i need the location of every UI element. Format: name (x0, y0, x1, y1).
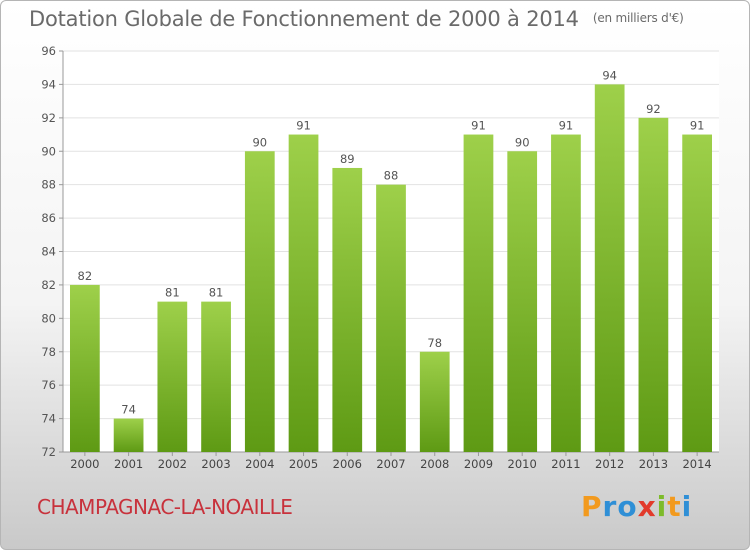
x-tick-label: 2002 (158, 457, 187, 471)
data-label: 91 (690, 119, 705, 133)
bar (419, 351, 450, 452)
x-tick-label: 2003 (201, 457, 230, 471)
x-tick-label: 2007 (376, 457, 405, 471)
bar (113, 418, 144, 452)
x-tick-label: 2012 (595, 457, 624, 471)
logo-letter: i (656, 490, 668, 523)
x-tick-label: 2006 (333, 457, 362, 471)
x-tick-label: 2009 (464, 457, 493, 471)
data-label: 90 (515, 135, 530, 149)
chart-title: Dotation Globale de Fonctionnement de 20… (29, 7, 684, 31)
y-tick-label: 76 (41, 378, 56, 392)
bar (638, 117, 669, 452)
y-tick-label: 90 (41, 144, 56, 158)
data-label: 88 (384, 169, 399, 183)
logo-letter: t (667, 490, 682, 523)
logo-letter: o (617, 490, 638, 523)
y-tick-label: 80 (41, 311, 56, 325)
y-tick-label: 88 (41, 178, 56, 192)
x-tick-label: 2008 (420, 457, 449, 471)
y-tick-label: 96 (41, 44, 56, 58)
bar (69, 284, 100, 452)
data-label: 74 (121, 403, 136, 417)
y-tick-label: 92 (41, 111, 56, 125)
bar (551, 134, 581, 452)
y-tick-label: 74 (41, 412, 56, 426)
bar (376, 184, 406, 452)
y-tick-label: 78 (41, 345, 56, 359)
data-label: 82 (78, 269, 93, 283)
logo-letter: i (681, 490, 693, 523)
chart-unit: (en milliers d'€) (592, 11, 684, 25)
data-label: 92 (646, 102, 661, 116)
commune-name: CHAMPAGNAC-LA-NOAILLE (37, 495, 293, 519)
data-label: 81 (165, 286, 180, 300)
x-tick-label: 2013 (639, 457, 668, 471)
y-tick-label: 86 (41, 211, 56, 225)
x-tick-label: 2014 (682, 457, 711, 471)
y-tick-label: 72 (41, 445, 56, 459)
bar (594, 84, 625, 453)
data-label: 94 (602, 68, 617, 82)
data-label: 91 (296, 119, 311, 133)
x-tick-label: 2001 (114, 457, 143, 471)
bar (157, 301, 188, 452)
proxiti-logo: Proxiti (581, 490, 692, 523)
bar (201, 301, 231, 452)
bar (507, 151, 538, 452)
bar (244, 151, 275, 452)
data-label: 91 (471, 119, 486, 133)
bar (288, 134, 319, 452)
x-tick-label: 2004 (245, 457, 274, 471)
logo-letter: r (602, 490, 618, 523)
x-tick-label: 2005 (289, 457, 318, 471)
y-tick-label: 94 (41, 77, 56, 91)
data-label: 81 (209, 286, 224, 300)
x-tick-label: 2010 (508, 457, 537, 471)
y-tick-label: 84 (41, 245, 56, 259)
logo-letter: x (637, 490, 657, 523)
chart-title-text: Dotation Globale de Fonctionnement de 20… (29, 7, 579, 31)
x-tick-label: 2000 (70, 457, 99, 471)
bar (463, 134, 494, 452)
y-tick-label: 82 (41, 278, 56, 292)
x-tick-label: 2011 (551, 457, 580, 471)
bar (332, 167, 363, 453)
data-label: 89 (340, 152, 355, 166)
data-label: 91 (559, 119, 574, 133)
data-label: 90 (252, 135, 267, 149)
bar (682, 134, 713, 452)
logo-letter: P (581, 490, 603, 523)
data-label: 78 (427, 336, 442, 350)
